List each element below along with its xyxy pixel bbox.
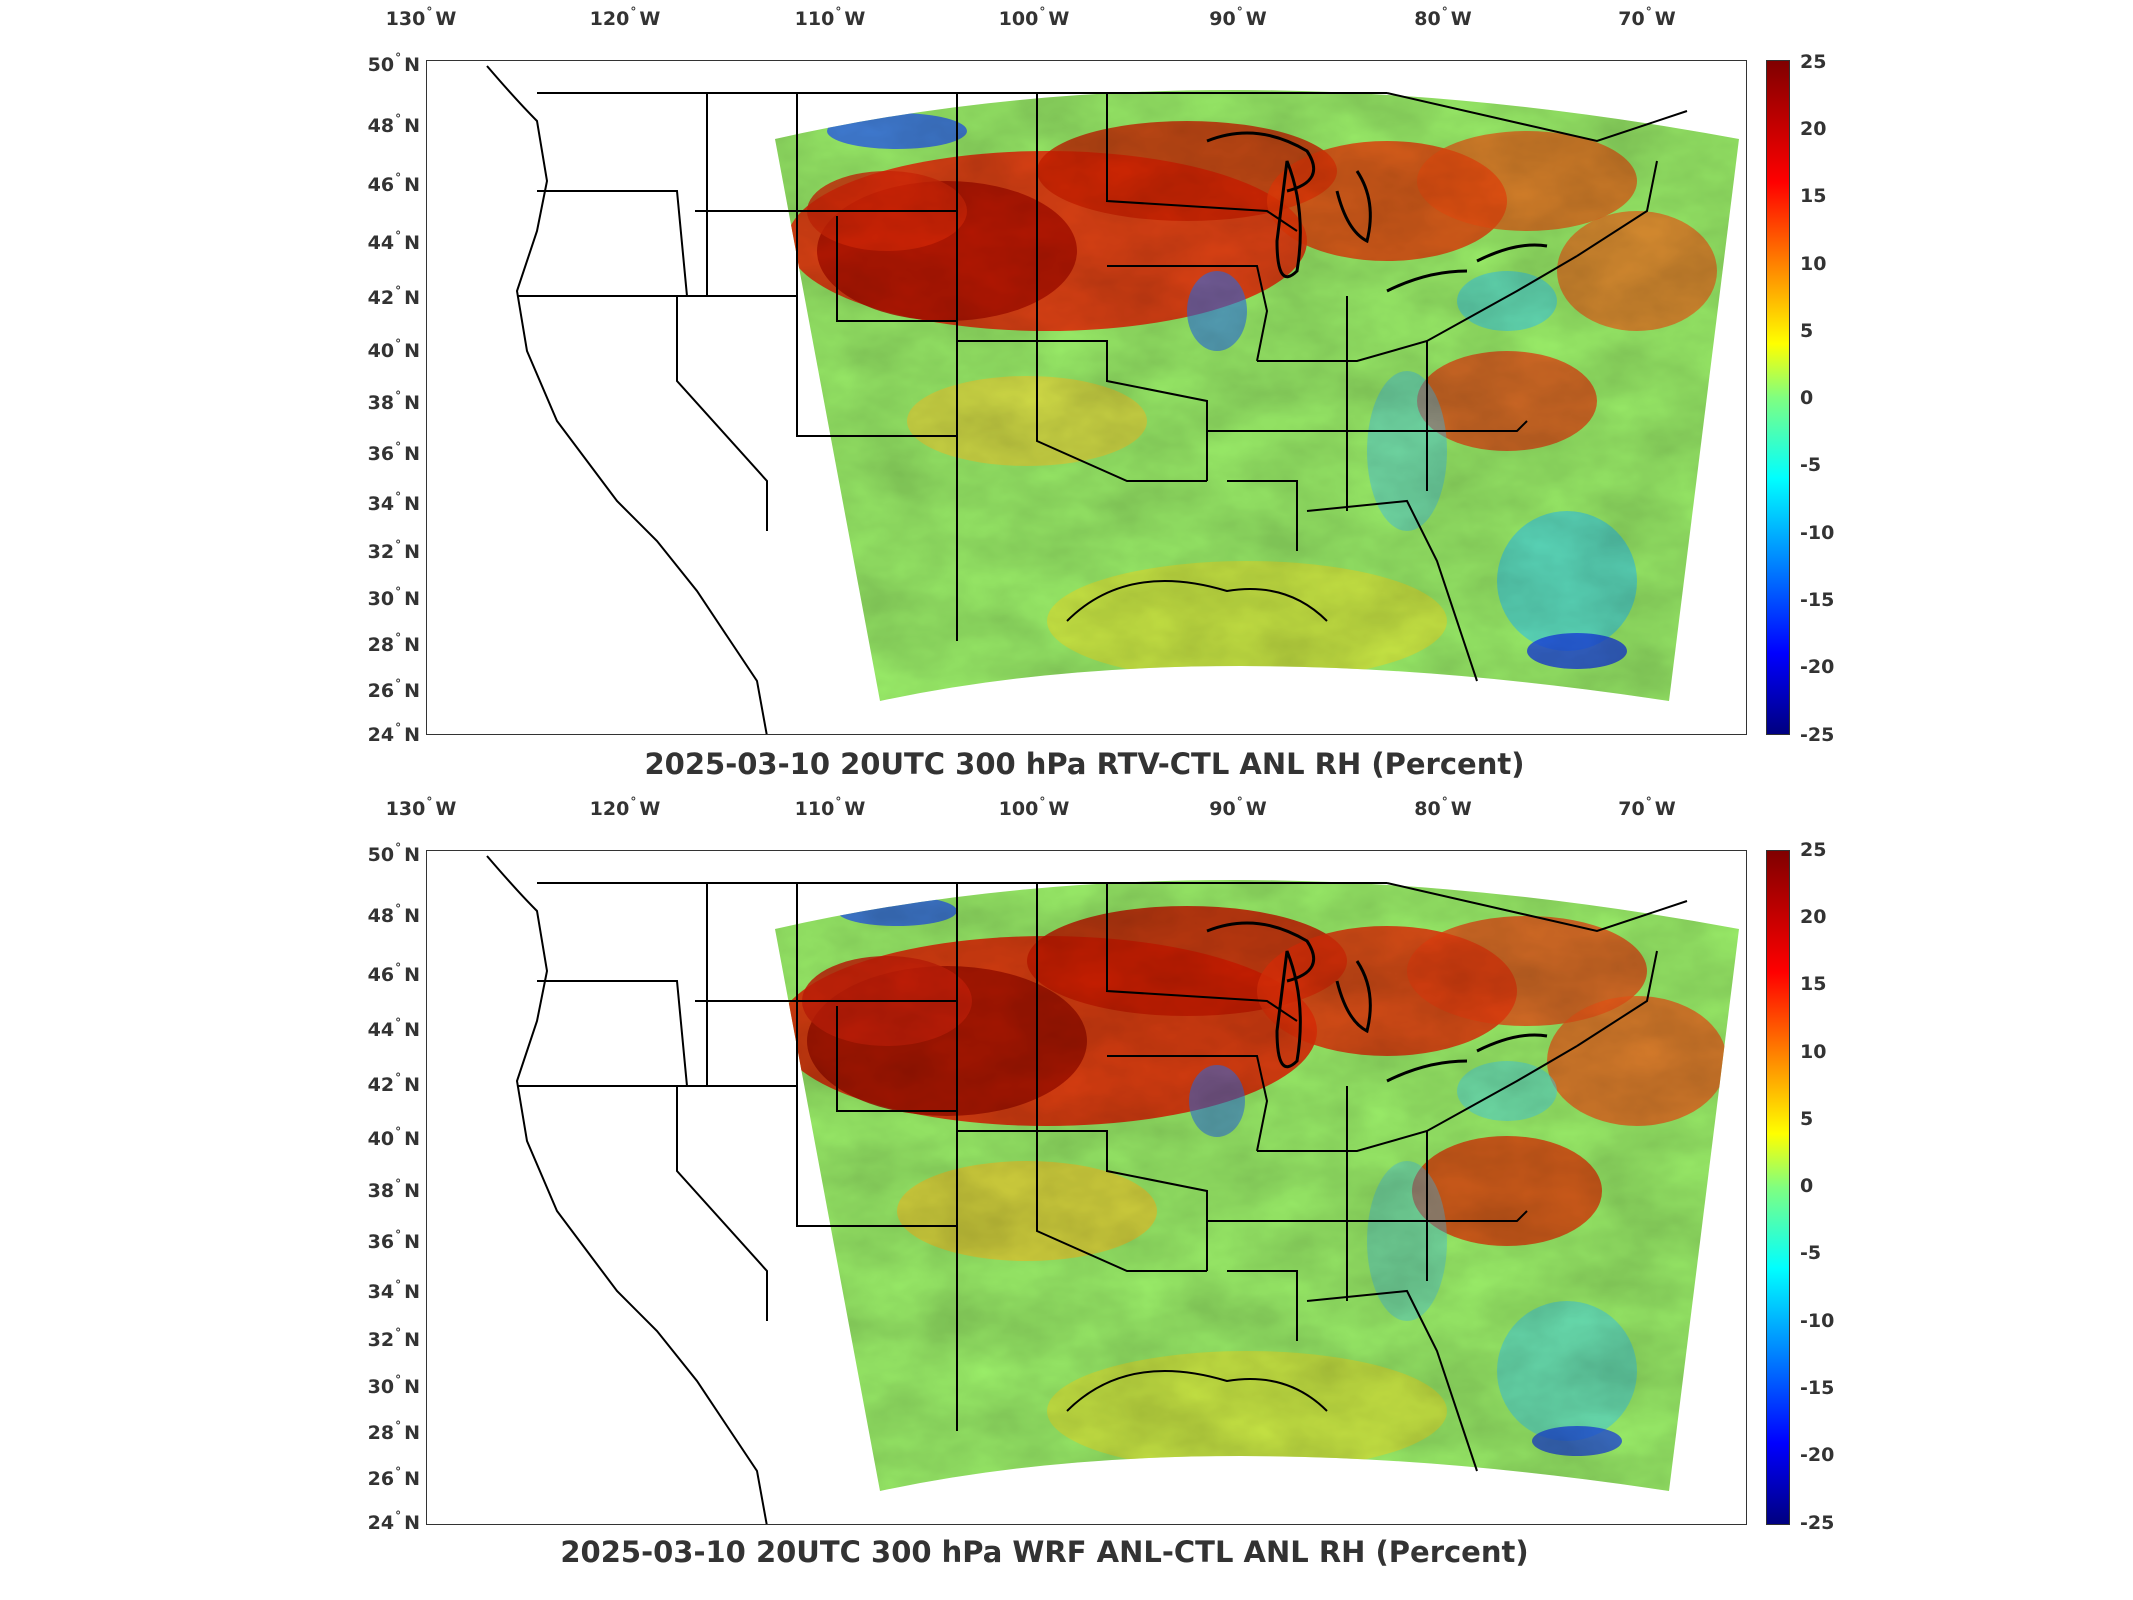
colorbar-tick-label: 10 bbox=[1800, 253, 1827, 275]
colorbar-tick-label: 15 bbox=[1800, 185, 1827, 207]
colorbar-tick-label: 0 bbox=[1800, 1175, 1814, 1197]
lon-tick-label: 120° W bbox=[589, 795, 661, 820]
state-boundaries bbox=[486, 855, 1688, 1524]
lon-tick-label: 120° W bbox=[589, 5, 661, 30]
lat-tick-label: 48° N bbox=[367, 902, 420, 927]
lon-tick-label: 80° W bbox=[1414, 795, 1472, 820]
lon-tick-label: 70° W bbox=[1618, 5, 1676, 30]
lat-tick-label: 48° N bbox=[367, 112, 420, 137]
lat-tick-label: 32° N bbox=[367, 538, 420, 563]
data-field bbox=[775, 90, 1739, 701]
colorbar-tick-label: 25 bbox=[1800, 51, 1827, 73]
colorbar-tick-label: -15 bbox=[1800, 589, 1835, 611]
lat-tick-label: 34° N bbox=[367, 490, 420, 515]
lat-tick-label: 40° N bbox=[367, 337, 420, 362]
data-field bbox=[775, 880, 1739, 1491]
colorbar-tick-label: -10 bbox=[1800, 1310, 1835, 1332]
lon-tick-label: 90° W bbox=[1209, 5, 1267, 30]
lat-tick-label: 30° N bbox=[367, 585, 420, 610]
colorbar-tick-label: 0 bbox=[1800, 387, 1814, 409]
state-boundaries bbox=[486, 65, 1688, 734]
lat-tick-label: 40° N bbox=[367, 1125, 420, 1150]
colorbar-tick-label: -5 bbox=[1800, 1242, 1822, 1264]
panel-title: 2025-03-10 20UTC 300 hPa WRF ANL-CTL ANL… bbox=[560, 1535, 1529, 1569]
colorbar-tick-label: 5 bbox=[1800, 320, 1814, 342]
rh-difference-map bbox=[486, 855, 1739, 1524]
lat-tick-label: 42° N bbox=[367, 284, 420, 309]
colorbar-tick-label: 20 bbox=[1800, 906, 1827, 928]
colorbar bbox=[1766, 850, 1790, 1525]
colorbar-tick-label: 15 bbox=[1800, 973, 1827, 995]
lat-tick-label: 34° N bbox=[367, 1278, 420, 1303]
colorbar-tick-label: 10 bbox=[1800, 1041, 1827, 1063]
lat-tick-label: 26° N bbox=[367, 677, 420, 702]
lat-tick-label: 44° N bbox=[367, 1016, 420, 1041]
lon-tick-label: 70° W bbox=[1618, 795, 1676, 820]
colorbar-tick-label: -10 bbox=[1800, 522, 1835, 544]
lat-tick-label: 50° N bbox=[367, 51, 420, 76]
lon-tick-label: 130° W bbox=[385, 795, 457, 820]
colorbar-tick-label: -15 bbox=[1800, 1377, 1835, 1399]
lon-tick-label: 80° W bbox=[1414, 5, 1472, 30]
colorbar-tick-label: -20 bbox=[1800, 1444, 1835, 1466]
lat-tick-label: 42° N bbox=[367, 1071, 420, 1096]
lat-tick-label: 44° N bbox=[367, 229, 420, 254]
lat-tick-label: 26° N bbox=[367, 1465, 420, 1490]
lat-tick-label: 36° N bbox=[367, 1228, 420, 1253]
colorbar-tick-label: -25 bbox=[1800, 1512, 1835, 1534]
lon-tick-label: 130° W bbox=[385, 5, 457, 30]
colorbar-tick-label: 25 bbox=[1800, 839, 1827, 861]
lon-tick-label: 100° W bbox=[998, 5, 1070, 30]
panel-top: 130° W 120° W 110° W 100° W 90° W 80° W 70° W 5… bbox=[0, 0, 2133, 790]
lat-tick-label: 24° N bbox=[367, 721, 420, 746]
lon-tick-label: 110° W bbox=[794, 5, 866, 30]
colorbar-tick-label: 20 bbox=[1800, 118, 1827, 140]
lat-tick-label: 38° N bbox=[367, 389, 420, 414]
lat-tick-label: 50° N bbox=[367, 841, 420, 866]
map-frame bbox=[426, 850, 1747, 1525]
colorbar-tick-label: -20 bbox=[1800, 656, 1835, 678]
lat-tick-label: 36° N bbox=[367, 440, 420, 465]
lat-tick-label: 28° N bbox=[367, 631, 420, 656]
colorbar-tick-label: -5 bbox=[1800, 454, 1822, 476]
great-lakes bbox=[1206, 921, 1548, 1083]
lat-tick-label: 32° N bbox=[367, 1326, 420, 1351]
lon-tick-label: 90° W bbox=[1209, 795, 1267, 820]
lat-tick-label: 24° N bbox=[367, 1509, 420, 1534]
lon-tick-label: 100° W bbox=[998, 795, 1070, 820]
lat-tick-label: 30° N bbox=[367, 1373, 420, 1398]
lat-tick-label: 28° N bbox=[367, 1419, 420, 1444]
lat-tick-label: 38° N bbox=[367, 1177, 420, 1202]
rh-difference-map bbox=[486, 65, 1739, 734]
lon-tick-label: 110° W bbox=[794, 795, 866, 820]
great-lakes bbox=[1206, 131, 1548, 293]
colorbar-tick-label: 5 bbox=[1800, 1108, 1814, 1130]
lat-tick-label: 46° N bbox=[367, 171, 420, 196]
colorbar bbox=[1766, 60, 1790, 735]
map-frame bbox=[426, 60, 1747, 735]
panel-title: 2025-03-10 20UTC 300 hPa RTV-CTL ANL RH … bbox=[644, 747, 1525, 781]
panel-bottom: 130° W 120° W 110° W 100° W 90° W 80° W 70° W 5… bbox=[0, 790, 2133, 1580]
colorbar-tick-label: -25 bbox=[1800, 724, 1835, 746]
lat-tick-label: 46° N bbox=[367, 961, 420, 986]
